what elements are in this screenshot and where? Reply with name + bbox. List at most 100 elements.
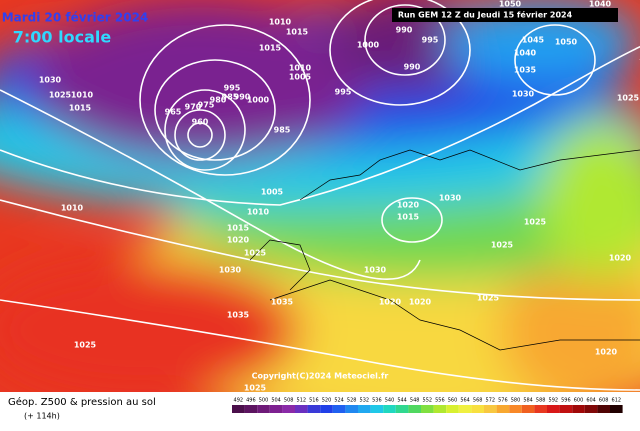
scale-swatch [358,405,371,413]
isobar-label: 1015 [259,44,282,53]
scale-swatch [597,405,610,413]
scale-swatch [458,405,472,413]
isobar-label: 1030 [364,266,387,275]
scale-swatch [572,405,585,413]
isobar-label: 1025 [74,341,97,350]
scale-label: 596 [561,398,571,404]
scale-swatch [484,405,497,413]
isobar-label: 1025 [477,294,500,303]
isobar-label: 1020 [379,298,402,307]
isobar-label: 975 [198,101,215,110]
scale-label: 556 [435,398,445,404]
isobar-label: 1000 [357,41,380,50]
scale-label: 580 [511,398,521,404]
isobar-label: 1020 [227,236,250,245]
isobar-label: 1005 [289,73,312,82]
scale-swatch [433,405,447,413]
isobar-label: 1010 [269,18,292,27]
scale-swatch [421,405,434,413]
isobar-label: 965 [165,108,182,117]
scale-swatch [370,405,384,413]
scale-label: 600 [574,398,584,404]
scale-label: 512 [297,398,307,404]
scale-label: 568 [473,398,483,404]
scale-label: 500 [259,398,269,404]
isobar-label: 990 [396,26,413,35]
scale-label: 564 [460,398,470,404]
scale-swatch [269,405,283,413]
isobars [0,0,640,391]
isobar-label: 1035 [271,298,294,307]
scale-swatch [610,405,623,413]
color-scale: 492 496 500 504 508 512 516 520 524 528 532 536 540 5… [232,398,623,413]
scale-label: 572 [486,398,496,404]
scale-swatch [345,405,358,413]
isobar-label: 1025 [244,384,267,393]
scale-swatch [320,405,333,413]
isobar-label: 1010 [247,208,270,217]
isobar-label: 1020 [609,254,632,263]
isobar-label: 1015 [286,28,309,37]
scale-label: 532 [360,398,370,404]
isobar-label: 1030 [219,266,242,275]
scale-label: 504 [271,398,281,404]
scale-label: 520 [322,398,332,404]
isobar-label: 1035 [514,66,537,75]
scale-swatch [446,405,459,413]
isobar-label: 1015 [69,104,92,113]
scale-swatch [257,405,270,413]
isobar-label: 1025 [244,249,267,258]
scale-label: 552 [423,398,433,404]
isobar-label: 1025 [524,218,547,227]
scale-swatch [383,405,396,413]
isobar-label: 985 [274,126,291,135]
scale-label: 540 [385,398,395,404]
isobar-label: 1045 [522,36,545,45]
scale-label: 612 [612,398,622,404]
run-box [392,8,618,22]
isobar-label: 1010 [289,64,312,73]
scale-label: 560 [448,398,458,404]
isobar-label: 1005 [261,188,284,197]
isobar-label: 960 [192,118,209,127]
isobar-label: 1025 [491,241,514,250]
isobar-label: 1020 [397,201,420,210]
isobar-label: 1010 [71,91,94,100]
scale-label: 584 [523,398,533,404]
scale-swatch [496,405,510,413]
isobar-label: 980 [210,96,227,105]
scale-swatch [471,405,484,413]
isobar-labels: 1010101510151010100510009909959909951030… [39,0,640,393]
isobar-label: 1030 [39,76,62,85]
isobar-label: 995 [422,36,439,45]
scale-label: 516 [309,398,319,404]
scale-swatch [521,405,535,413]
scale-swatch [534,405,547,413]
isobar-label: 990 [404,63,421,72]
isobar-label: 1015 [227,224,250,233]
isobar-label: 1030 [512,90,535,99]
scale-swatch [584,405,598,413]
scale-swatch [307,405,321,413]
isobar-label: 1040 [514,49,537,58]
scale-swatch [295,405,308,413]
isobar-label: 1020 [595,348,618,357]
scale-swatch [332,405,346,413]
scale-swatch [509,405,522,413]
footer-title: Géop. Z500 & pression au sol [8,396,156,408]
footer-lead: (+ 114h) [24,412,60,421]
scale-swatch [559,405,573,413]
scale-swatch [282,405,295,413]
scale-label: 608 [599,398,609,404]
date: Mardi 20 février 2024 [2,11,149,25]
isobar-label: 1040 [589,0,612,9]
isobar-label: 1030 [439,194,462,203]
isobar-label: 985 [222,93,239,102]
time: 7:00 locale [13,28,112,47]
isobar-label: 1035 [227,311,250,320]
isobar-label: 970 [185,103,202,112]
isobar-label: 1050 [499,0,522,9]
scale-label: 492 [234,398,244,404]
